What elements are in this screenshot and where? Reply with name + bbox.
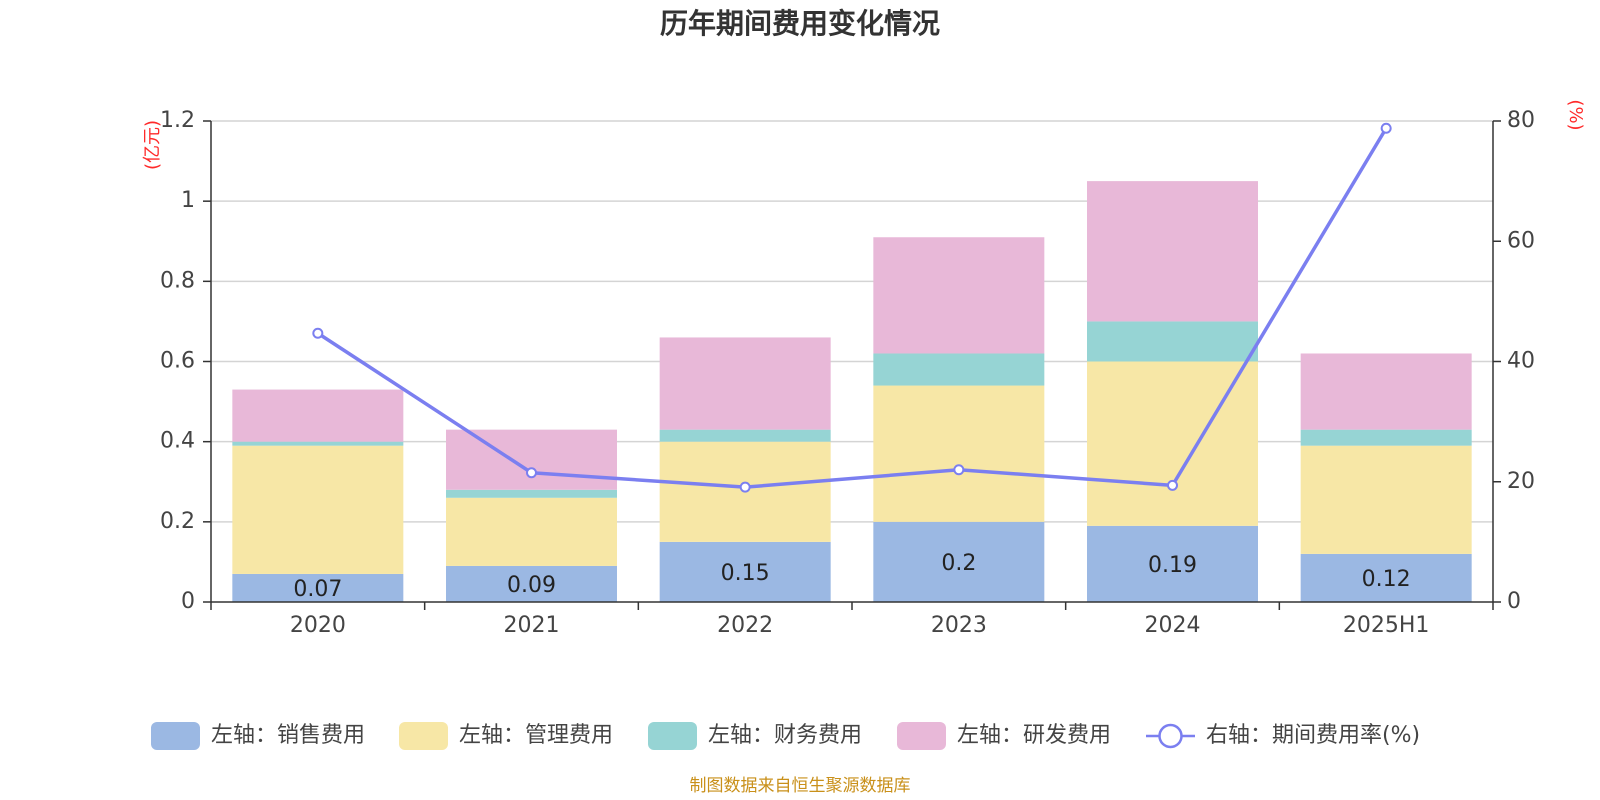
bar-data-label: 0.2 (941, 551, 976, 576)
bar-data-label: 0.19 (1148, 553, 1197, 578)
bar-segment (446, 489, 617, 498)
left-tick-label: 1 (181, 188, 195, 213)
grid-lines (211, 120, 1493, 523)
x-tick-label: 2020 (290, 613, 346, 638)
right-tick-label: 40 (1507, 349, 1535, 374)
x-tick-label: 2023 (931, 613, 987, 638)
legend: 左轴：销售费用 左轴：管理费用 左轴：财务费用 左轴：研发费用 右轴：期间费用率(%) (151, 722, 1420, 750)
left-tick-label: 0 (181, 589, 195, 614)
source-note: 制图数据来自恒生聚源数据库 (690, 776, 911, 796)
x-tick-label: 2022 (717, 613, 773, 638)
bar-segment (1300, 553, 1472, 602)
right-tick-label: 20 (1507, 469, 1535, 494)
x-tick-label: 2021 (504, 613, 560, 638)
legend-swatch (399, 722, 448, 750)
bar-segment (446, 429, 617, 490)
bar-segment (1087, 525, 1258, 602)
bar-segment (873, 521, 1045, 602)
right-tick-label: 80 (1507, 108, 1535, 133)
rate-point (1380, 122, 1392, 134)
bar-segment (873, 353, 1045, 386)
bar-segment (232, 389, 404, 442)
left-tick-label: 0.6 (160, 349, 195, 374)
bar-segment (1300, 353, 1472, 430)
bar-data-label: 0.07 (293, 577, 342, 602)
legend-swatch (151, 722, 200, 750)
left-tick-label: 0.2 (160, 509, 195, 534)
bar-segment (659, 337, 831, 430)
bar-data-label: 0.15 (721, 561, 770, 586)
bar-segment (659, 541, 831, 602)
bar-segment (232, 573, 404, 602)
bar-segment (873, 385, 1045, 522)
right-axis-unit: (%) (1565, 99, 1586, 130)
rate-point (739, 481, 751, 493)
bars: 0.07 0.09 0.15 0.2 0.19 0.12 (232, 181, 1472, 602)
bar-segment (446, 497, 617, 566)
bar-data-label: 0.12 (1362, 567, 1411, 592)
bar-segment (659, 429, 831, 442)
legend-swatch (648, 722, 697, 750)
bar-segment (1300, 445, 1472, 554)
rate-line (312, 122, 1392, 493)
right-tick-label: 0 (1507, 589, 1521, 614)
legend-label: 左轴：销售费用 (211, 723, 365, 748)
legend-label: 右轴：期间费用率(%) (1206, 723, 1420, 748)
rate-point (953, 464, 965, 476)
right-tick-label: 60 (1507, 228, 1535, 253)
bar-segment (1300, 429, 1472, 446)
bar-segment (446, 565, 617, 602)
x-tick-label: 2024 (1145, 613, 1201, 638)
bar-segment (873, 237, 1045, 354)
axes: 0 0.2 0.4 0.6 0.8 1 1.2 0 20 40 60 80 2020 2021 2022 20… (160, 108, 1535, 638)
bar-segment (232, 441, 404, 446)
legend-label: 左轴：财务费用 (708, 723, 862, 748)
rate-point (526, 467, 537, 479)
x-tick-label: 2025H1 (1343, 613, 1430, 638)
rate-line-path (316, 127, 1388, 489)
legend-marker-icon (1158, 723, 1183, 749)
bar-segment (1087, 181, 1258, 322)
chart-title: 历年期间费用变化情况 (660, 7, 940, 40)
bar-data-label: 0.09 (507, 573, 556, 598)
bar-segment (1087, 321, 1258, 362)
left-tick-label: 0.8 (160, 268, 195, 293)
legend-swatch (897, 722, 946, 750)
bar-segment (232, 445, 404, 574)
left-tick-label: 0.4 (160, 429, 195, 454)
left-tick-label: 1.2 (160, 108, 195, 133)
rate-point (312, 327, 324, 339)
legend-label: 左轴：管理费用 (459, 723, 613, 748)
left-axis-unit: (亿元) (142, 120, 163, 170)
legend-label: 左轴：研发费用 (957, 723, 1111, 748)
rate-point (1167, 479, 1178, 491)
